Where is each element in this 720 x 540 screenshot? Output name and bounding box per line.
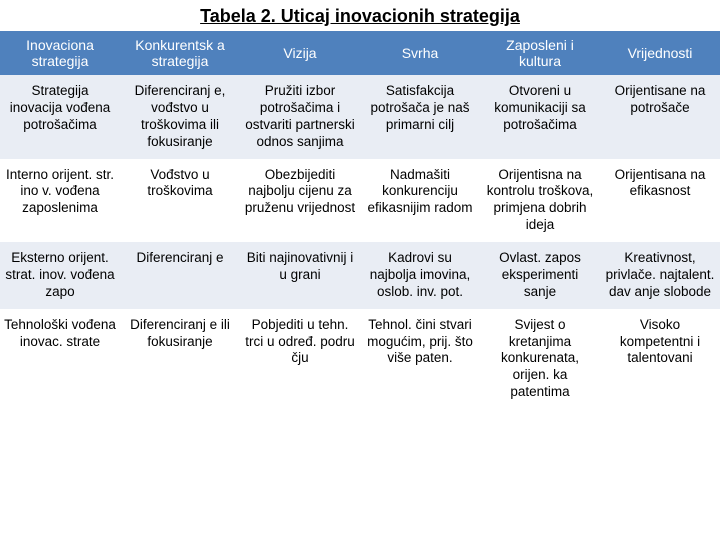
cell: Otvoreni u komunikaciji sa potrošačima: [480, 75, 600, 159]
col-header-4: Zaposleni i kultura: [480, 31, 600, 75]
col-header-1: Konkurentsk a strategija: [120, 31, 240, 75]
cell: Orijentisane na potrošače: [600, 75, 720, 159]
cell: Visoko kompetentni i talentovani: [600, 309, 720, 409]
cell: Ovlast. zapos eksperimenti sanje: [480, 242, 600, 309]
header-row: Inovaciona strategija Konkurentsk a stra…: [0, 31, 720, 75]
cell: Svijest o kretanjima konkurenata, orijen…: [480, 309, 600, 409]
cell: Obezbijediti najbolju cijenu za pruženu …: [240, 159, 360, 243]
cell: Diferenciranj e: [120, 242, 240, 309]
col-header-5: Vrijednosti: [600, 31, 720, 75]
col-header-2: Vizija: [240, 31, 360, 75]
innovation-strategy-table: Inovaciona strategija Konkurentsk a stra…: [0, 31, 720, 409]
cell: Kadrovi su najbolja imovina, oslob. inv.…: [360, 242, 480, 309]
cell: Orijentisna na kontrolu troškova, primje…: [480, 159, 600, 243]
cell: Eksterno orijent. strat. inov. vođena za…: [0, 242, 120, 309]
cell: Biti najinovativnij i u grani: [240, 242, 360, 309]
cell: Kreativnost, privlače. najtalent. dav an…: [600, 242, 720, 309]
table-row: Eksterno orijent. strat. inov. vođena za…: [0, 242, 720, 309]
cell: Diferenciranj e ili fokusiranje: [120, 309, 240, 409]
cell: Pobjediti u tehn. trci u određ. podru čj…: [240, 309, 360, 409]
cell: Diferenciranj e, vođstvo u troškovima il…: [120, 75, 240, 159]
col-header-3: Svrha: [360, 31, 480, 75]
cell: Nadmašiti konkurenciju efikasnijim radom: [360, 159, 480, 243]
table-row: Strategija inovacija vođena potrošačima …: [0, 75, 720, 159]
table-row: Interno orijent. str. ino v. vođena zapo…: [0, 159, 720, 243]
cell: Tehnološki vođena inovac. strate: [0, 309, 120, 409]
cell: Strategija inovacija vođena potrošačima: [0, 75, 120, 159]
cell: Satisfakcija potrošača je naš primarni c…: [360, 75, 480, 159]
cell: Tehnol. čini stvari mogućim, prij. što v…: [360, 309, 480, 409]
cell: Vođstvo u troškovima: [120, 159, 240, 243]
cell: Orijentisana na efikasnost: [600, 159, 720, 243]
table-title: Tabela 2. Uticaj inovacionih strategija: [0, 0, 720, 31]
table-row: Tehnološki vođena inovac. strate Diferen…: [0, 309, 720, 409]
cell: Interno orijent. str. ino v. vođena zapo…: [0, 159, 120, 243]
cell: Pružiti izbor potrošačima i ostvariti pa…: [240, 75, 360, 159]
col-header-0: Inovaciona strategija: [0, 31, 120, 75]
